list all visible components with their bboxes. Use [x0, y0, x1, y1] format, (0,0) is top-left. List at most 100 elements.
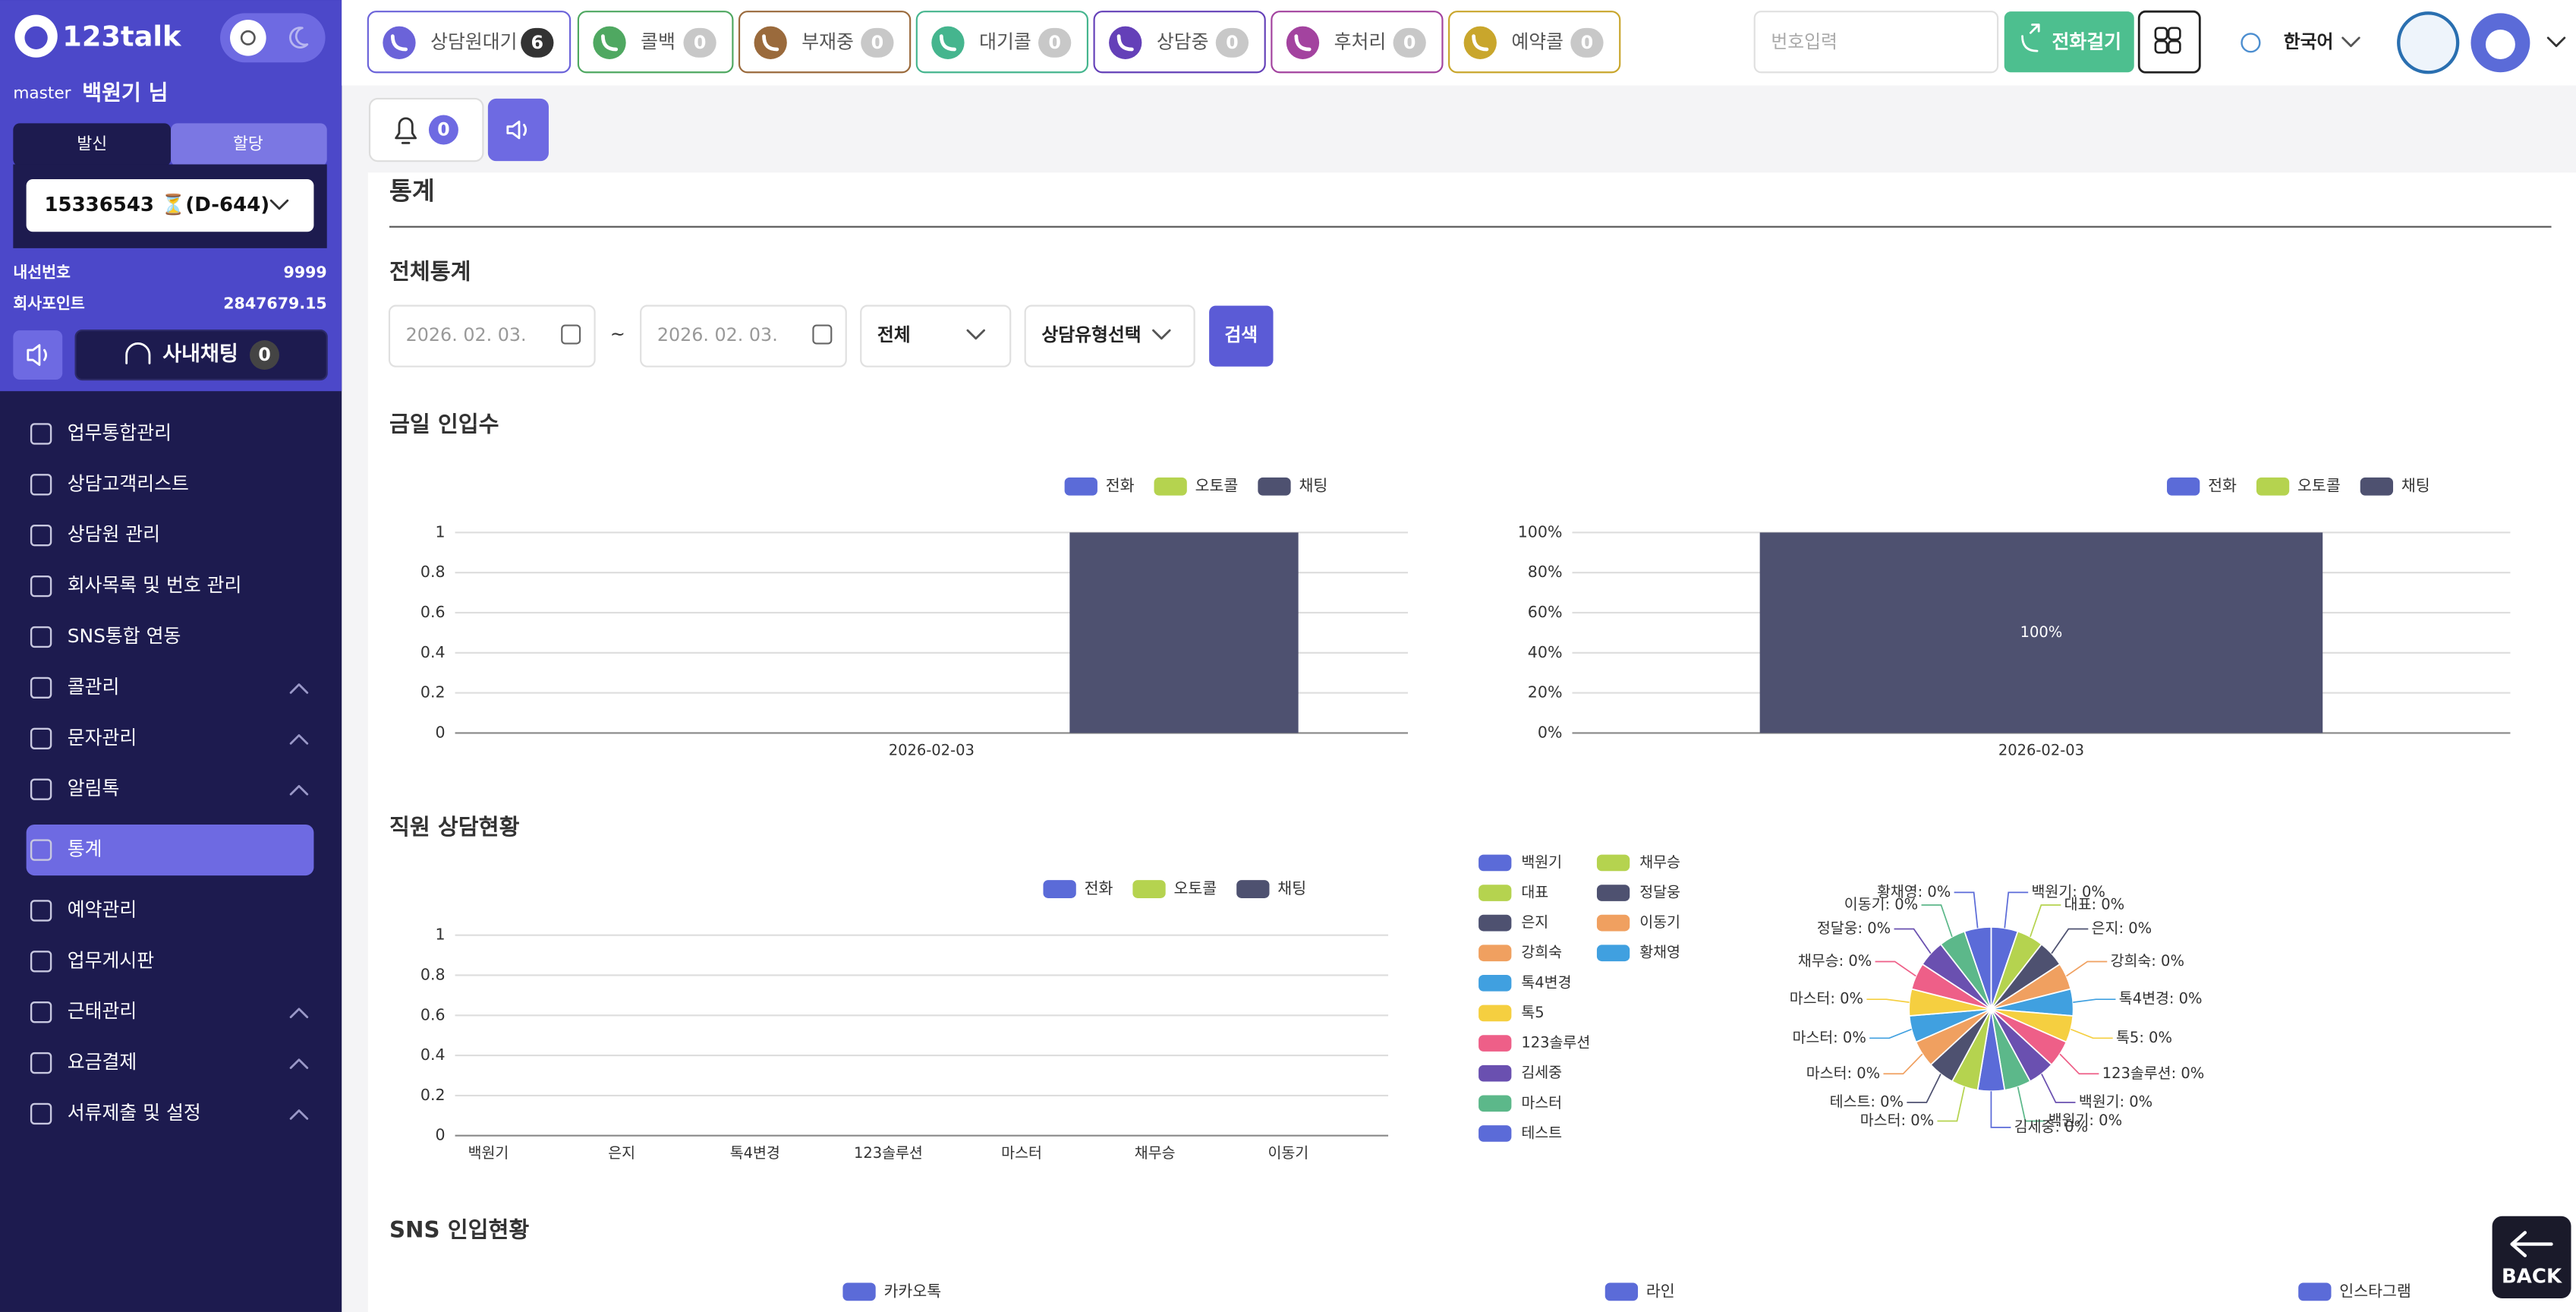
pie-label: 마스터: 0% — [1860, 1112, 1934, 1129]
y-tick-label: 0% — [1538, 723, 1563, 741]
menu-icon — [30, 839, 52, 861]
pie-label: 테스트: 0% — [1830, 1093, 1904, 1111]
menu-item-active[interactable] — [26, 824, 314, 876]
date-input[interactable] — [640, 304, 847, 367]
legend-swatch — [1064, 477, 1097, 496]
status-count: 0 — [1581, 32, 1594, 53]
pie-label: 마스터: 0% — [1806, 1064, 1880, 1082]
legend-swatch — [842, 1282, 876, 1301]
x-tick-label: 백원기 — [468, 1144, 509, 1162]
pie-label: 톡4변경: 0% — [2119, 990, 2203, 1008]
apps-icon — [2167, 27, 2181, 41]
search-button[interactable] — [1209, 305, 1274, 367]
line-select[interactable] — [26, 178, 314, 232]
legend-label: 채무승 — [1639, 853, 1680, 871]
language-select[interactable] — [2269, 11, 2384, 73]
phone-icon — [762, 34, 779, 52]
status-button[interactable] — [367, 11, 572, 74]
phone-icon — [939, 34, 956, 52]
call-icon — [2021, 24, 2040, 52]
menu-icon — [30, 626, 52, 648]
y-tick-label: 80% — [1528, 563, 1563, 581]
legend-label: 오토콜 — [1173, 879, 1217, 897]
status-icon — [593, 26, 626, 59]
menu-item: 예약관리 — [68, 898, 137, 920]
legend-swatch — [1236, 880, 1270, 898]
menu-item: 업무게시판 — [68, 949, 154, 971]
speaker-icon — [506, 120, 527, 140]
status-button[interactable] — [1448, 11, 1621, 74]
menu-item: 문자관리 — [68, 727, 137, 749]
status-count: 0 — [1403, 32, 1416, 53]
legend-label: 오토콜 — [1195, 477, 1239, 495]
menu-item: 근태관리 — [68, 1000, 137, 1022]
pie-leader — [1875, 960, 1916, 977]
legend-label: 채팅 — [1299, 477, 1327, 495]
legend-swatch — [1596, 945, 1630, 962]
pie-leader — [2030, 904, 2061, 938]
info-value: 2847679.15 — [223, 294, 326, 312]
pie-leader — [2073, 998, 2116, 1003]
status-button[interactable] — [738, 11, 912, 74]
x-tick-label: 채무승 — [1135, 1144, 1176, 1162]
status-icon — [754, 26, 787, 59]
legend-swatch — [1043, 880, 1076, 898]
date-input-value: 2026. 02. 03. — [657, 324, 778, 345]
status-button[interactable] — [1093, 11, 1266, 74]
menu-icon — [30, 727, 52, 749]
menu-icon — [30, 1052, 52, 1074]
call-label: 전화걸기 — [2052, 30, 2122, 52]
legend-swatch — [1132, 880, 1166, 898]
chevron-icon — [269, 199, 289, 210]
legend-swatch — [1479, 1095, 1512, 1112]
scope-select[interactable] — [860, 304, 1012, 367]
user-name: 백원기 님 — [82, 80, 168, 105]
pie-leader — [1883, 1053, 1923, 1075]
menu-item: 상담원 관리 — [68, 523, 160, 545]
type-select[interactable] — [1024, 304, 1195, 367]
legend-label: 123솔루션 — [1521, 1034, 1590, 1052]
tab-active[interactable] — [13, 123, 172, 166]
date-input[interactable] — [388, 304, 596, 367]
status-button[interactable] — [1271, 11, 1444, 74]
scope-select-value: 전체 — [877, 324, 911, 345]
section-title: 전체통계 — [389, 258, 471, 284]
apps-icon — [2167, 39, 2181, 54]
pie-leader — [2071, 1028, 2113, 1039]
speaker-button[interactable] — [13, 330, 63, 380]
back-arrow — [2510, 1231, 2553, 1257]
chevron-icon — [1152, 329, 1171, 340]
legend-label: 마스터 — [1521, 1094, 1562, 1112]
legend-swatch — [1596, 885, 1630, 901]
legend-swatch — [1596, 854, 1630, 872]
legend-label: 전화 — [1106, 477, 1135, 495]
y-tick-label: 0.2 — [420, 1086, 446, 1104]
menu-icon — [30, 1001, 52, 1023]
back-label: BACK — [2502, 1265, 2562, 1288]
section-heading: SNS 인입현황 — [389, 1216, 529, 1242]
back-button[interactable] — [2492, 1216, 2571, 1299]
pie-leader — [1866, 998, 1910, 1003]
status-button[interactable] — [915, 11, 1089, 74]
y-tick-label: 1 — [436, 926, 446, 944]
pie-leader — [1869, 1028, 1912, 1039]
menu-item: 서류제출 및 설정 — [68, 1102, 201, 1124]
y-tick-label: 60% — [1528, 603, 1563, 621]
menu-item: 알림톡 — [68, 777, 120, 800]
phone-input[interactable] — [1753, 11, 1999, 74]
x-tick-label: 이동기 — [1268, 1144, 1308, 1162]
status-label: 상담원대기 — [430, 30, 517, 52]
chevron-icon — [289, 734, 309, 745]
legend-swatch — [2298, 1282, 2332, 1301]
sun-core — [240, 30, 256, 46]
menu-item: 통계 — [68, 838, 102, 860]
phone-icon — [1294, 34, 1312, 52]
status-badge — [521, 27, 554, 58]
sun-icon — [230, 19, 266, 56]
y-tick-label: 0.4 — [420, 1046, 446, 1064]
notification-box[interactable] — [368, 97, 484, 162]
legend-swatch — [1596, 914, 1630, 932]
tab[interactable] — [171, 123, 327, 166]
pie-label: 채무승: 0% — [1798, 952, 1872, 970]
